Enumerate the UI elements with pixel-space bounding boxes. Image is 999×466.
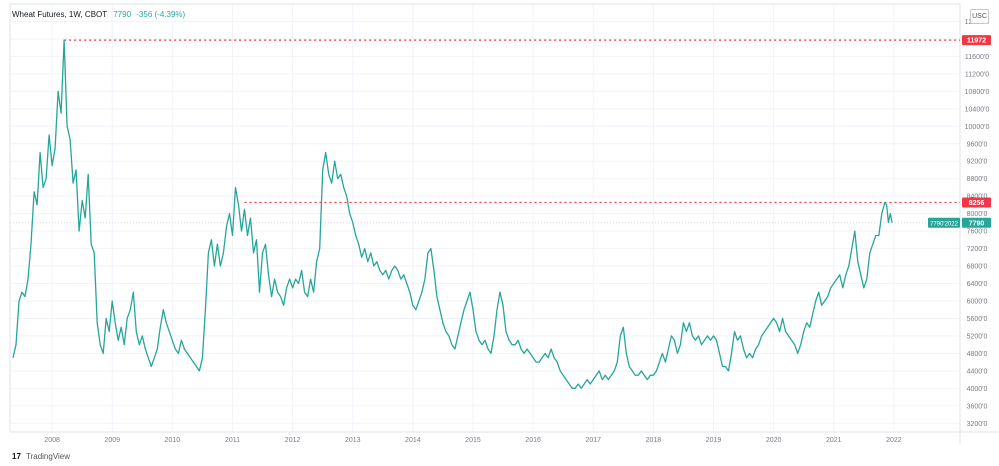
y-tick-label: 4000'0 — [967, 386, 988, 393]
level-tag — [962, 197, 991, 208]
level-tag-label: 8256 — [969, 200, 985, 207]
y-tick-label: 10000'0 — [965, 124, 990, 131]
y-tick-label: 3600'0 — [967, 403, 988, 410]
y-tick-label: 9600'0 — [967, 141, 988, 148]
y-tick-label: 11200'0 — [965, 71, 989, 78]
x-tick-label: 2013 — [345, 437, 361, 444]
currency-button[interactable]: USC — [970, 9, 989, 24]
level-lines — [10, 39, 960, 224]
x-tick-label: 2010 — [165, 437, 181, 444]
last-price-pair-label: 7790'2022 — [930, 221, 959, 227]
grid — [10, 4, 960, 432]
plot-area — [9, 3, 961, 433]
y-tick-label: 7600'0 — [967, 229, 988, 236]
y-tick-label: 10800'0 — [965, 89, 990, 96]
y-tick-label: 4400'0 — [967, 368, 988, 375]
y-tick-label: 6000'0 — [967, 298, 988, 305]
y-tick-label: 5200'0 — [967, 333, 988, 340]
y-tick-label: 9200'0 — [967, 159, 988, 166]
x-tick-label: 2009 — [104, 437, 120, 444]
last-price-tag-label: 7790 — [969, 220, 985, 227]
last-price-tag — [962, 217, 991, 228]
price-line — [12, 39, 893, 389]
y-tick-label: 8000'0 — [967, 211, 988, 218]
y-tick-label: 6800'0 — [967, 264, 988, 271]
y-tick-label: 11600'0 — [965, 54, 989, 61]
symbol-legend[interactable]: Wheat Futures, 1W, CBOT 7790 -356 (-4.39… — [12, 10, 185, 19]
price-tags: 11972 8256 7790'2022 7790 — [928, 35, 991, 228]
x-tick-label: 2015 — [465, 437, 481, 444]
x-tick-label: 2022 — [886, 437, 902, 444]
branding[interactable]: 17 TradingView — [12, 452, 70, 461]
level-tag-label: 11972 — [967, 38, 986, 45]
last-price: 7790 — [113, 10, 132, 19]
y-tick-label: 4800'0 — [967, 351, 988, 358]
y-tick-label: 3200'0 — [967, 421, 988, 428]
x-tick-label: 2019 — [706, 437, 722, 444]
y-tick-label: 8400'0 — [967, 194, 988, 201]
y-tick-label: 7200'0 — [967, 246, 988, 253]
tradingview-logo-icon: 17 — [12, 452, 21, 461]
x-tick-label: 2017 — [585, 437, 601, 444]
x-axis-ticks: 2008 2009 2010 2011 2012 2013 2014 2015 2016 2017… — [44, 437, 901, 444]
y-tick-label: 5600'0 — [967, 316, 988, 323]
x-tick-label: 2020 — [766, 437, 782, 444]
x-tick-label: 2011 — [225, 437, 240, 444]
level-tag — [962, 35, 991, 46]
x-tick-label: 2008 — [44, 437, 60, 444]
last-price-pair-tag — [928, 217, 960, 228]
price-change: -356 (-4.39%) — [136, 10, 186, 19]
x-tick-label: 2021 — [826, 437, 842, 444]
brand-name: TradingView — [25, 452, 71, 461]
x-tick-label: 2012 — [285, 437, 301, 444]
x-tick-label: 2014 — [405, 437, 421, 444]
y-tick-label: 8800'0 — [967, 176, 988, 183]
y-tick-label: 6400'0 — [967, 281, 988, 288]
symbol-label: Wheat Futures, 1W, CBOT — [12, 10, 107, 19]
price-series — [12, 39, 893, 389]
x-tick-label: 2016 — [525, 437, 541, 444]
y-tick-label: 10400'0 — [965, 106, 990, 113]
x-tick-label: 2018 — [646, 437, 662, 444]
